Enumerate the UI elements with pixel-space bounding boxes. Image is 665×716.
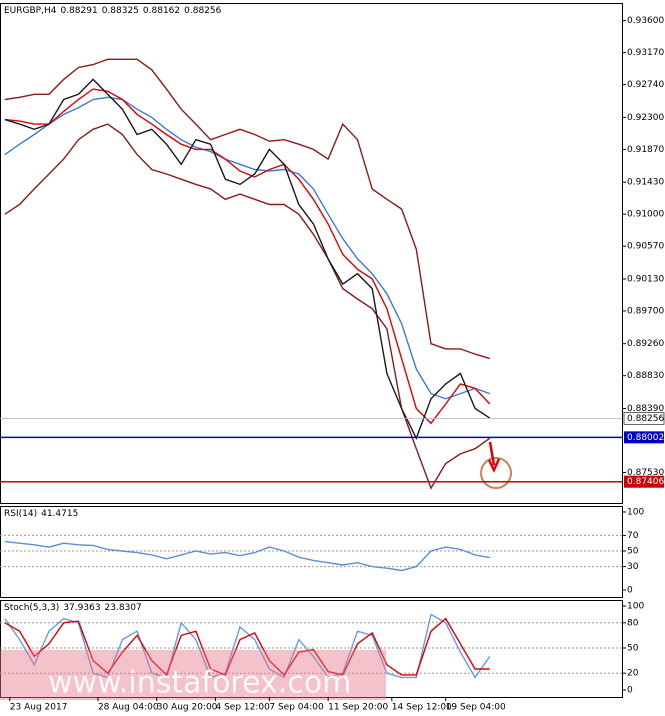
- x-tick-label: 4 Sep 12:00: [215, 703, 270, 713]
- arrow: [487, 441, 501, 473]
- y-tick-label: 0.90570: [627, 242, 664, 252]
- price-label: 0.88256: [627, 414, 664, 424]
- x-tick-label: 11 Sep 20:00: [328, 703, 388, 713]
- header-value: 37.9363: [63, 603, 100, 613]
- x-tick-label: 14 Sep 12:00: [392, 703, 452, 713]
- panel-header: EURGBP,H4 0.88291 0.88325 0.88162 0.88256: [4, 6, 222, 16]
- y-tick-label: 0.92740: [627, 80, 664, 90]
- series-line: [4, 88, 491, 425]
- stoch-panel: [0, 600, 623, 698]
- price-label: 0.88002: [627, 433, 664, 443]
- main-panel: [0, 3, 623, 504]
- y-tick-label: 0.88830: [627, 371, 664, 381]
- series-line: [4, 96, 491, 400]
- y-tick-label: 0.90130: [627, 274, 664, 284]
- series-line: [4, 58, 491, 360]
- y-tick-label: 0.92300: [627, 113, 664, 123]
- watermark: www.instaforex.com: [48, 666, 351, 701]
- header-value: 0.88325: [102, 6, 139, 16]
- price-label-box: [624, 475, 664, 488]
- rsi-panel: [0, 506, 623, 598]
- series-line: [4, 540, 490, 572]
- series-line: [4, 123, 491, 490]
- y-tick-label: 0: [627, 586, 633, 596]
- x-tick-label: 30 Aug 20:00: [157, 703, 218, 713]
- y-tick-label: 50: [627, 547, 639, 557]
- price-label-box: [623, 412, 665, 425]
- y-tick-label: 0.91430: [627, 178, 664, 188]
- header-value: 0.88256: [184, 6, 221, 16]
- y-tick-label: 0.93600: [627, 16, 664, 26]
- panel-header: RSI(14) 41.4715: [4, 509, 78, 519]
- y-tick-label: 0.89700: [627, 306, 664, 316]
- y-tick-label: 0.93170: [627, 48, 664, 58]
- y-tick-label: 80: [627, 618, 639, 628]
- x-tick-label: 28 Aug 04:00: [98, 703, 159, 713]
- x-tick-label: 19 Sep 04:00: [446, 703, 506, 713]
- header-value: 23.8307: [105, 603, 142, 613]
- y-tick-label: 30: [627, 562, 639, 572]
- panel-title: EURGBP,H4: [4, 6, 57, 16]
- y-tick-label: 0.88390: [627, 404, 664, 414]
- price-label-box: [624, 431, 664, 444]
- y-tick-label: 50: [627, 644, 639, 654]
- x-tick-label: 23 Aug 2017: [10, 703, 68, 713]
- y-tick-label: 100: [627, 508, 644, 518]
- x-tick-label: 7 Sep 04:00: [269, 703, 324, 713]
- y-tick-label: 100: [627, 602, 644, 612]
- series-line: [4, 613, 491, 679]
- panel-title: Stoch(5,3,3): [4, 603, 59, 613]
- y-tick-label: 70: [627, 531, 639, 541]
- header-value: 0.88162: [143, 6, 180, 16]
- target-circle: [480, 457, 512, 489]
- y-tick-label: 0.87530: [627, 468, 664, 478]
- header-value: 0.88291: [60, 6, 97, 16]
- y-tick-label: 0.91870: [627, 145, 664, 155]
- panel-title: RSI(14): [4, 509, 37, 519]
- panel-header: Stoch(5,3,3) 37.9363 23.8307: [4, 603, 142, 613]
- y-tick-label: 0.91000: [627, 210, 664, 220]
- series-line: [4, 617, 490, 677]
- y-tick-label: 0: [627, 686, 633, 696]
- y-tick-label: 20: [627, 669, 639, 679]
- y-tick-label: 0.89260: [627, 339, 664, 349]
- price-label: 0.87406: [627, 477, 664, 487]
- header-value: 41.4715: [41, 509, 78, 519]
- series-line: [4, 78, 491, 440]
- watermark-box: [0, 650, 386, 700]
